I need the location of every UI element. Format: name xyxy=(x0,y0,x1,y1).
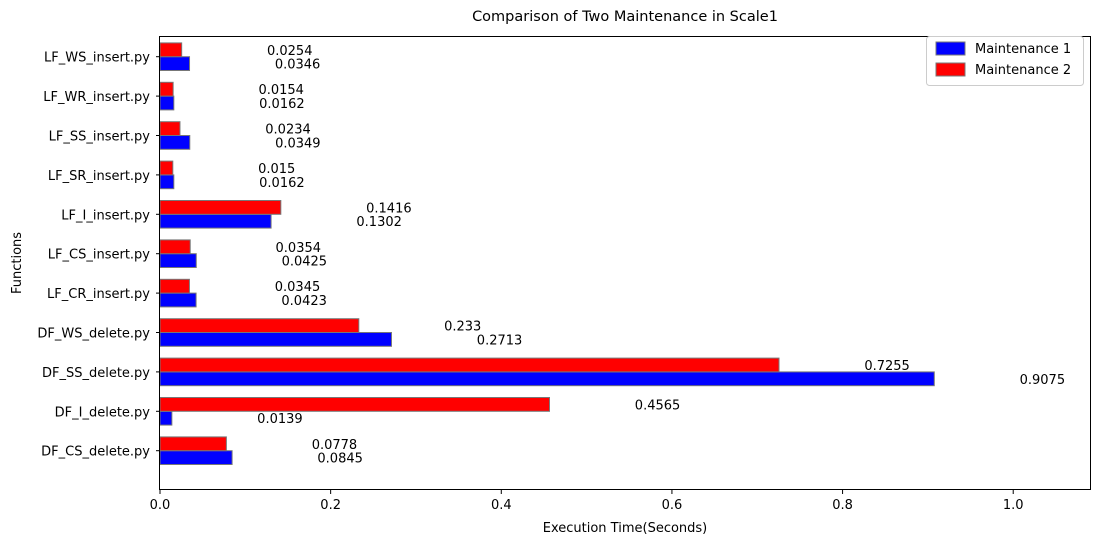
data-label-df-cs-delete-py-series-1: 0.0845 xyxy=(317,452,363,467)
y-tick-label: DF_I_delete.py xyxy=(55,405,151,420)
x-tick-label: 0.8 xyxy=(832,498,853,513)
y-tick-label: DF_SS_delete.py xyxy=(42,366,150,381)
data-label-lf-cs-insert-py-series-1: 0.0425 xyxy=(282,255,328,270)
legend: Maintenance 1 Maintenance 2 xyxy=(926,36,1084,86)
y-tick-label: LF_SR_insert.py xyxy=(48,169,150,184)
data-label-df-cs-delete-py-series-2: 0.0778 xyxy=(312,438,358,453)
bar-df-i-delete-py-series-1 xyxy=(159,410,173,426)
bar-lf-wr-insert-py-series-1 xyxy=(159,95,175,111)
y-tick-label: LF_I_insert.py xyxy=(61,208,150,223)
bar-df-i-delete-py-series-2 xyxy=(159,397,550,412)
bar-lf-ss-insert-py-series-2 xyxy=(159,121,181,136)
y-axis: DF_CS_delete.py DF_I_delete.py DF_SS_delet… xyxy=(37,51,160,460)
x-tick-label: 0.4 xyxy=(491,498,512,513)
y-tick-label: LF_CR_insert.py xyxy=(47,287,150,302)
legend-swatch-maintenance-1 xyxy=(935,41,966,56)
x-tick-label: 0.2 xyxy=(320,498,341,513)
data-label-lf-wr-insert-py-series-2: 0.0154 xyxy=(258,83,304,98)
bar-lf-ws-insert-py-series-2 xyxy=(159,42,183,58)
chart-title: Comparison of Two Maintenance in Scale1 xyxy=(472,9,778,25)
bar-lf-wr-insert-py-series-2 xyxy=(159,81,174,97)
data-label-lf-ws-insert-py-series-1: 0.0346 xyxy=(275,58,321,73)
bar-lf-cs-insert-py-series-2 xyxy=(159,239,191,255)
x-axis-label: Execution Time(Seconds) xyxy=(543,521,708,536)
bar-lf-cs-insert-py-series-1 xyxy=(159,253,197,268)
bar-df-ws-delete-py-series-2 xyxy=(159,318,360,334)
data-label-df-ss-delete-py-series-1: 0.9075 xyxy=(1020,373,1066,388)
x-tick-label: 1.0 xyxy=(1003,498,1024,513)
y-tick-label: LF_WS_insert.py xyxy=(44,51,150,66)
legend-swatch-maintenance-2 xyxy=(935,62,966,77)
y-tick-label: LF_WR_insert.py xyxy=(43,90,150,105)
bar-lf-i-insert-py-series-1 xyxy=(159,213,272,229)
legend-label-maintenance-1: Maintenance 1 xyxy=(975,42,1071,57)
bar-df-ss-delete-py-series-1 xyxy=(159,371,935,387)
data-label-lf-wr-insert-py-series-1: 0.0162 xyxy=(259,97,305,112)
bar-df-ss-delete-py-series-2 xyxy=(159,357,780,373)
y-axis-label: Functions xyxy=(10,232,25,294)
data-label-lf-cr-insert-py-series-1: 0.0423 xyxy=(281,294,327,309)
data-label-lf-ss-insert-py-series-2: 0.0234 xyxy=(265,123,311,138)
legend-box xyxy=(926,36,1084,86)
x-tick-label: 0.0 xyxy=(150,498,171,513)
data-label-lf-cs-insert-py-series-2: 0.0354 xyxy=(276,241,322,256)
bar-lf-ws-insert-py-series-1 xyxy=(159,56,191,72)
data-label-df-i-delete-py-series-1: 0.0139 xyxy=(257,412,303,427)
data-label-lf-ws-insert-py-series-2: 0.0254 xyxy=(267,44,313,59)
y-tick-label: DF_CS_delete.py xyxy=(41,445,150,460)
data-label-lf-i-insert-py-series-1: 0.1302 xyxy=(356,215,402,230)
x-tick-label: 0.6 xyxy=(662,498,683,513)
y-tick-label: LF_CS_insert.py xyxy=(48,248,150,263)
bar-lf-sr-insert-py-series-2 xyxy=(159,160,174,176)
bar-df-cs-delete-py-series-2 xyxy=(159,436,227,452)
plot-frame xyxy=(159,36,1091,490)
data-label-lf-sr-insert-py-series-1: 0.0162 xyxy=(259,176,305,191)
data-label-df-ss-delete-py-series-2: 0.7255 xyxy=(864,359,910,374)
x-axis: 0.0 0.2 0.4 0.6 0.8 1.0 xyxy=(150,490,1024,513)
data-label-lf-sr-insert-py-series-2: 0.015 xyxy=(258,162,295,177)
y-tick-label: LF_SS_insert.py xyxy=(49,130,151,145)
data-label-lf-i-insert-py-series-2: 0.1416 xyxy=(366,201,412,216)
data-label-df-ws-delete-py-series-1: 0.2713 xyxy=(477,333,523,348)
bar-lf-cr-insert-py-series-2 xyxy=(159,278,190,294)
data-label-lf-cr-insert-py-series-2: 0.0345 xyxy=(275,280,321,295)
data-label-df-ws-delete-py-series-2: 0.233 xyxy=(444,320,481,335)
bar-lf-cr-insert-py-series-1 xyxy=(159,292,197,308)
bar-df-cs-delete-py-series-1 xyxy=(159,450,233,466)
bar-df-ws-delete-py-series-1 xyxy=(159,332,392,347)
y-tick-label: DF_WS_delete.py xyxy=(37,327,150,342)
bar-lf-sr-insert-py-series-1 xyxy=(159,174,175,190)
legend-label-maintenance-2: Maintenance 2 xyxy=(975,63,1071,78)
bar-lf-i-insert-py-series-2 xyxy=(159,200,282,215)
data-label-lf-ss-insert-py-series-1: 0.0349 xyxy=(275,136,321,151)
bar-lf-ss-insert-py-series-1 xyxy=(159,135,191,150)
data-label-df-i-delete-py-series-2: 0.4565 xyxy=(635,398,681,413)
